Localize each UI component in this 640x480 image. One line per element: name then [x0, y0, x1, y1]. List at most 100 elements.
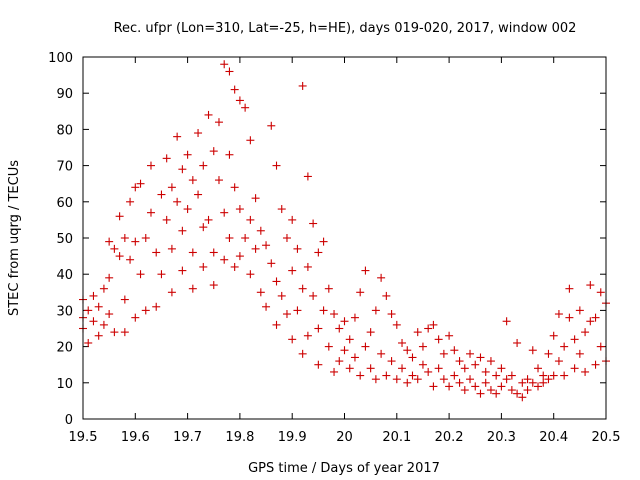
data-point [288, 335, 297, 344]
data-point [398, 364, 407, 373]
data-point [387, 357, 396, 366]
data-point [450, 371, 459, 380]
data-point [288, 266, 297, 275]
y-tick-label: 50 [56, 232, 73, 247]
data-point [162, 154, 171, 163]
data-point [403, 378, 412, 387]
data-point [513, 389, 522, 398]
data-point [120, 328, 129, 337]
data-point [141, 306, 150, 315]
data-point [314, 360, 323, 369]
data-point [455, 357, 464, 366]
data-point [225, 150, 234, 159]
data-point [251, 244, 260, 253]
data-point [105, 273, 114, 282]
data-point [262, 241, 271, 250]
data-point [560, 371, 569, 380]
x-tick-label: 20.1 [382, 430, 411, 445]
data-point [94, 331, 103, 340]
data-point [424, 324, 433, 333]
data-point [586, 281, 595, 290]
data-point [324, 284, 333, 293]
y-tick-label: 40 [56, 268, 73, 283]
data-point [366, 328, 375, 337]
data-point [575, 349, 584, 358]
x-tick-label: 20.4 [539, 430, 568, 445]
data-point [507, 371, 516, 380]
data-point [115, 212, 124, 221]
data-point [178, 226, 187, 235]
data-point [183, 205, 192, 214]
data-point [303, 331, 312, 340]
data-point [455, 378, 464, 387]
data-point [413, 375, 422, 384]
data-point [466, 375, 475, 384]
data-point [241, 234, 250, 242]
data-point [220, 208, 229, 217]
data-point [209, 248, 218, 257]
data-point [120, 295, 129, 304]
data-point [371, 306, 380, 315]
data-point [471, 382, 480, 391]
data-point [429, 320, 438, 329]
data-point [439, 349, 448, 358]
data-point [502, 317, 511, 326]
data-point [235, 252, 244, 261]
data-point [356, 371, 365, 380]
data-point [350, 353, 359, 362]
data-point [178, 165, 187, 174]
data-point [534, 364, 543, 373]
data-point [152, 248, 161, 257]
data-point [272, 320, 281, 329]
data-point [298, 81, 307, 90]
data-point [230, 85, 239, 94]
data-point [502, 375, 511, 384]
data-point [476, 389, 485, 398]
data-point [518, 393, 527, 402]
data-point [188, 176, 197, 185]
data-point [544, 349, 553, 358]
data-point [267, 259, 276, 268]
data-point [246, 136, 255, 145]
x-axis-label: GPS time / Days of year 2017 [248, 461, 440, 476]
data-point [235, 205, 244, 214]
data-point [298, 349, 307, 358]
x-tick-label: 19.8 [225, 430, 254, 445]
data-point [570, 364, 579, 373]
data-point [324, 342, 333, 351]
data-point [314, 324, 323, 333]
data-point [293, 306, 302, 315]
data-point [288, 215, 297, 224]
data-point [554, 357, 563, 366]
data-point [84, 338, 93, 347]
data-point [507, 386, 516, 395]
data-point [209, 281, 218, 290]
data-point [486, 357, 495, 366]
data-point [523, 386, 532, 395]
data-point [136, 270, 145, 279]
data-point [99, 284, 108, 293]
data-point [157, 190, 166, 199]
axis-ticks: 19.5 19.6 19.7 19.8 19.9 20 20.1 20.2 20.3 20.4 20… [48, 51, 620, 445]
data-point [335, 357, 344, 366]
data-point [230, 262, 239, 271]
data-point [565, 284, 574, 293]
data-point [439, 375, 448, 384]
data-point [471, 360, 480, 369]
data-point [560, 342, 569, 351]
data-point [162, 215, 171, 224]
data-point [581, 328, 590, 337]
data-point [408, 353, 417, 362]
data-point [413, 328, 422, 337]
data-point [167, 244, 176, 253]
x-tick-label: 20.3 [487, 430, 516, 445]
data-point [382, 291, 391, 300]
data-point [581, 367, 590, 376]
x-tick-label: 19.7 [173, 430, 202, 445]
data-point [518, 378, 527, 387]
y-tick-label: 90 [56, 87, 73, 102]
data-point [220, 60, 229, 69]
data-point [398, 338, 407, 347]
data-point [466, 349, 475, 358]
